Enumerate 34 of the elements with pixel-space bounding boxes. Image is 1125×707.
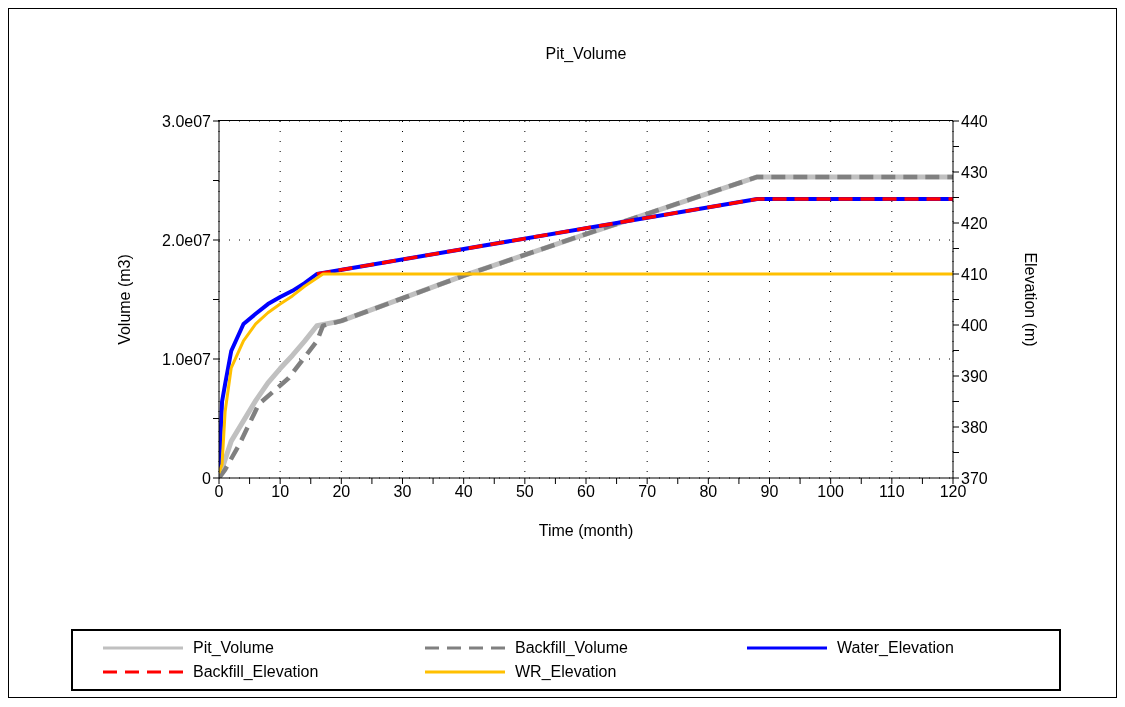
x-tick-label: 90 xyxy=(760,483,779,501)
x-tick-label: 10 xyxy=(271,483,290,501)
y2-axis-title: Elevation (m) xyxy=(1022,252,1040,347)
x-tick-label: 40 xyxy=(454,483,473,501)
y2-tick-label: 420 xyxy=(961,214,988,232)
y2-tick-label: 400 xyxy=(961,316,988,334)
legend-label: Backfill_Elevation xyxy=(193,663,319,681)
line-series xyxy=(219,272,953,475)
legend-label: WR_Elevation xyxy=(515,663,617,681)
y-tick-label: 0 xyxy=(202,469,212,487)
y-axis-title: Volume (m3) xyxy=(115,254,133,345)
y2-tick-label: 440 xyxy=(961,112,988,130)
legend-label: Pit_Volume xyxy=(193,639,274,657)
x-tick-label: 20 xyxy=(332,483,351,501)
x-tick-label: 50 xyxy=(515,483,534,501)
y2-tick-label: 380 xyxy=(961,418,988,436)
y-tick-label: 2.0e07 xyxy=(162,231,212,249)
y2-tick-label: 410 xyxy=(961,265,988,283)
x-tick-label: 70 xyxy=(638,483,657,501)
y2-tick-label: 430 xyxy=(961,163,988,181)
x-tick-label: 100 xyxy=(817,483,845,501)
chart-title: Pit_Volume xyxy=(544,45,628,63)
legend-label: Backfill_Volume xyxy=(515,639,628,657)
y2-tick-label: 390 xyxy=(961,367,988,385)
y-tick-label: 3.0e07 xyxy=(162,112,212,130)
x-tick-label: 80 xyxy=(699,483,718,501)
x-tick-label: 110 xyxy=(879,483,905,501)
y-tick-label: 1.0e07 xyxy=(162,350,212,368)
x-tick-label: 0 xyxy=(214,483,224,501)
x-tick-label: 30 xyxy=(393,483,412,501)
legend-label: Water_Elevation xyxy=(837,639,954,657)
x-tick-label: 60 xyxy=(577,483,595,501)
x-axis-title: Time (month) xyxy=(538,522,634,539)
x-tick-label: 120 xyxy=(939,483,967,501)
